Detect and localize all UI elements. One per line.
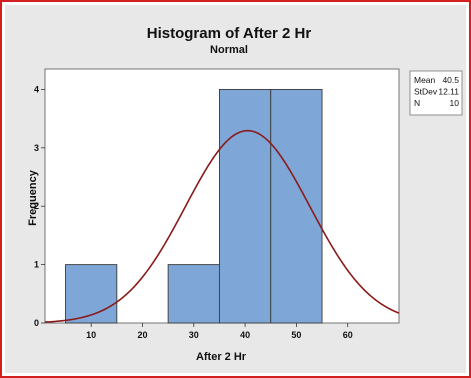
y-tick-label-1: 1: [34, 260, 39, 270]
y-axis-label: Frequency: [27, 169, 39, 226]
legend-label-0: Mean: [414, 75, 436, 85]
y-tick-label-0: 0: [34, 318, 39, 328]
legend: Mean 40.5 StDev 12.11 N 10: [409, 70, 463, 116]
chart-title: Histogram of After 2 Hr: [147, 25, 312, 42]
histogram-bar-0: [65, 264, 118, 324]
x-tick-label-30: 30: [189, 330, 199, 340]
x-tick-label-60: 60: [343, 330, 353, 340]
legend-value-1: 12.11: [438, 87, 459, 97]
histogram-bar-2: [167, 264, 220, 324]
y-tick-label-4: 4: [34, 84, 39, 94]
x-tick-label-50: 50: [291, 330, 301, 340]
legend-label-2: N: [414, 98, 420, 108]
x-axis-label: After 2 Hr: [196, 351, 247, 363]
legend-background: [409, 70, 463, 116]
chart-panel: Histogram of After 2 Hr Normal 10 20 30 40 5…: [5, 5, 466, 373]
histogram-bar-3: [218, 88, 272, 324]
y-tick-label-3: 3: [34, 143, 39, 153]
legend-label-1: StDev: [414, 87, 438, 97]
normal-fit-curve: [44, 129, 400, 323]
legend-value-2: 10: [450, 98, 460, 108]
x-tick-label-10: 10: [86, 330, 96, 340]
x-tick-label-40: 40: [240, 330, 250, 340]
y-tick-label-2: 2: [34, 201, 39, 211]
histogram-bar-4: [270, 88, 323, 324]
histogram-chart: Histogram of After 2 Hr Normal 10 20 30 40 5…: [27, 25, 463, 363]
x-tick-label-20: 20: [137, 330, 147, 340]
chart-subtitle: Normal: [210, 44, 248, 56]
legend-value-0: 40.5: [442, 75, 459, 85]
